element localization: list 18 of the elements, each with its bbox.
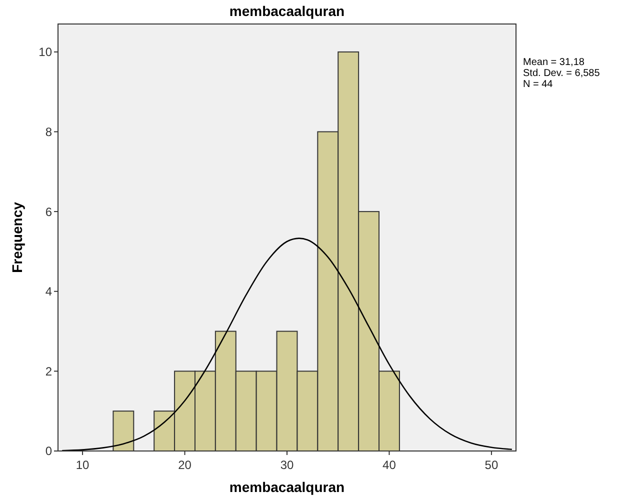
text: Std. Dev. = 6,585 — [523, 68, 600, 79]
x-tick-label: 40 — [382, 458, 396, 472]
x-tick-label: 30 — [280, 458, 294, 472]
x-tick-label: 20 — [178, 458, 192, 472]
y-tick-label: 2 — [45, 364, 52, 378]
text: N = 44 — [523, 79, 554, 90]
chart-title: membacaalquran — [229, 3, 345, 19]
y-tick-label: 10 — [38, 45, 52, 60]
x-tick-label: 10 — [76, 458, 90, 472]
y-axis-title: Frequency — [9, 202, 25, 273]
x-tick-label: 50 — [484, 458, 498, 472]
x-axis-title: membacaalquran — [229, 479, 345, 495]
y-tick-label: 0 — [45, 444, 52, 458]
y-tick-label: 6 — [45, 204, 52, 219]
y-tick-label: 8 — [45, 124, 52, 139]
line-series — [61, 238, 513, 451]
text: Mean = 31,18 — [523, 57, 585, 68]
y-tick-label: 4 — [45, 284, 52, 299]
